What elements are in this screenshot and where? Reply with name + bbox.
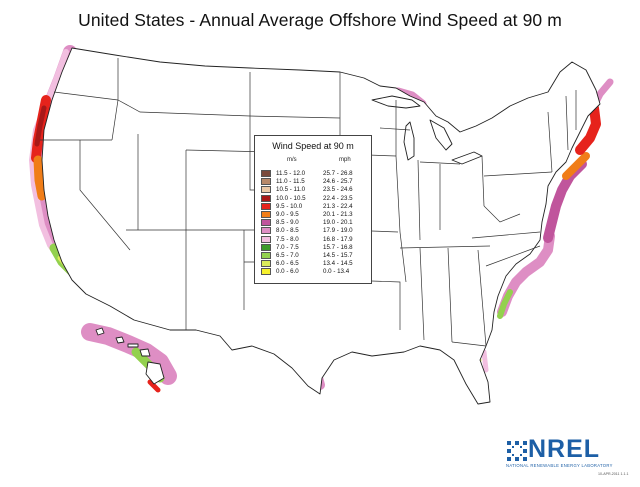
legend-unit-ms: m/s xyxy=(287,157,297,163)
legend-row: 8.5 - 9.0 19.0 - 20.1 xyxy=(261,219,369,227)
wind-speed-legend: Wind Speed at 90 m m/s mph 11.5 - 12.0 25… xyxy=(254,135,372,284)
legend-row: 9.5 - 10.0 21.3 - 22.4 xyxy=(261,202,369,211)
border-oh-pa xyxy=(481,155,485,207)
legend-row: 6.0 - 6.5 13.4 - 14.5 xyxy=(261,260,369,268)
nrel-logo: NREL NATIONAL RENEWABLE ENERGY LABORATOR… xyxy=(506,435,630,479)
legend-swatch xyxy=(261,268,271,276)
ncal-orange-band xyxy=(33,155,47,201)
legend-mph-range: 14.5 - 15.7 xyxy=(323,252,353,259)
legend-ms-range: 8.0 - 8.5 xyxy=(276,227,299,235)
legend-mph-range: 13.4 - 14.5 xyxy=(323,260,353,268)
legend-row: 11.5 - 12.0 25.7 - 26.8 xyxy=(261,170,369,178)
legend-row: 6.5 - 7.0 14.5 - 15.7 xyxy=(261,252,369,260)
border-va-nc xyxy=(471,231,541,239)
legend-swatch xyxy=(261,194,271,202)
legend-mph-range: 22.4 - 23.5 xyxy=(323,194,353,202)
oregon-darkred-band xyxy=(34,105,47,147)
border-wa-or xyxy=(53,91,119,101)
legend-swatch xyxy=(261,178,271,186)
legend-ms-range: 7.0 - 7.5 xyxy=(276,243,299,251)
legend-row: 10.5 - 11.0 23.5 - 24.6 xyxy=(261,186,369,194)
legend-ms-range: 6.0 - 6.5 xyxy=(276,260,299,268)
legend-mph-range: 15.7 - 16.8 xyxy=(323,243,353,251)
border-wi-il xyxy=(379,127,411,131)
legend-ms-range: 9.0 - 9.5 xyxy=(276,211,299,218)
lake-huron xyxy=(429,119,453,151)
legend-mph-range: 25.7 - 26.8 xyxy=(323,170,353,177)
border-mi-oh-in xyxy=(419,161,461,165)
border-tn-ms-al xyxy=(419,247,453,343)
legend-ms-range: 8.5 - 9.0 xyxy=(276,219,299,227)
legend-swatch xyxy=(261,243,271,251)
legend-mph-range: 24.6 - 25.7 xyxy=(323,178,353,186)
hawaii-red xyxy=(147,379,161,393)
border-ca-nv xyxy=(79,140,131,251)
legend-unit-mph: mph xyxy=(339,157,351,163)
legend-ms-range: 6.5 - 7.0 xyxy=(276,252,299,259)
legend-swatch xyxy=(261,170,271,177)
legend-title: Wind Speed at 90 m xyxy=(272,141,354,151)
legend-mph-range: 23.5 - 24.6 xyxy=(323,186,353,194)
legend-swatch xyxy=(261,211,271,218)
border-ky-tn xyxy=(399,245,491,249)
logo-subtitle: NATIONAL RENEWABLE ENERGY LABORATORY xyxy=(506,463,613,468)
legend-ms-range: 10.5 - 11.0 xyxy=(276,186,306,194)
legend-row: 7.0 - 7.5 15.7 - 16.8 xyxy=(261,243,369,252)
atlantic-ne-red xyxy=(575,103,601,155)
legend-swatch xyxy=(261,227,271,235)
border-wv-va xyxy=(483,205,521,223)
atlantic-ne-orange xyxy=(562,152,590,180)
legend-ms-range: 9.5 - 10.0 xyxy=(276,202,303,210)
hawaii-kauai xyxy=(95,327,105,336)
legend-row: 0.0 - 6.0 0.0 - 13.4 xyxy=(261,268,369,276)
legend-mph-range: 0.0 - 13.4 xyxy=(323,268,350,276)
logo-wordmark: NREL xyxy=(528,435,601,463)
legend-mph-range: 20.1 - 21.3 xyxy=(323,211,353,218)
legend-swatch xyxy=(261,219,271,227)
legend-swatch xyxy=(261,186,271,194)
legend-swatch xyxy=(261,252,271,259)
border-pa-ny xyxy=(483,171,553,177)
border-ny-vt-nh xyxy=(547,95,569,173)
map-title: United States - Annual Average Offshore … xyxy=(78,10,562,30)
legend-row: 11.0 - 11.5 24.6 - 25.7 xyxy=(261,178,369,186)
legend-row: 7.5 - 8.0 16.8 - 17.9 xyxy=(261,235,369,244)
legend-swatch xyxy=(261,260,271,268)
border-fl xyxy=(451,341,487,347)
border-ga xyxy=(477,249,487,347)
legend-row: 8.0 - 8.5 17.9 - 19.0 xyxy=(261,227,369,235)
hawaii-big-island xyxy=(145,361,165,385)
legend-ms-range: 11.5 - 12.0 xyxy=(276,170,306,177)
legend-row: 10.0 - 10.5 22.4 - 23.5 xyxy=(261,194,369,203)
legend-ms-range: 0.0 - 6.0 xyxy=(276,268,299,276)
hawaii-oahu xyxy=(115,336,125,344)
lake-michigan xyxy=(403,121,415,161)
atlantic-se-green xyxy=(497,289,513,319)
legend-ms-range: 7.5 - 8.0 xyxy=(276,235,299,243)
nrel-mark-icon xyxy=(507,441,527,461)
legend-mph-range: 21.3 - 22.4 xyxy=(323,202,353,210)
legend-mph-range: 17.9 - 19.0 xyxy=(323,227,353,235)
legend-swatch xyxy=(261,235,271,243)
legend-swatch xyxy=(261,202,271,210)
legend-mph-range: 19.0 - 20.1 xyxy=(323,219,353,227)
border-mississippi xyxy=(395,100,407,283)
pacific-coast-band-outer xyxy=(29,49,69,265)
border-il-in xyxy=(417,159,421,241)
hawaii-molokai xyxy=(127,343,139,348)
border-mt-wy xyxy=(117,99,251,117)
hawaii-maui xyxy=(139,348,151,357)
legend-mph-range: 16.8 - 17.9 xyxy=(323,235,353,243)
legend-row: 9.0 - 9.5 20.1 - 21.3 xyxy=(261,211,369,219)
legend-ms-range: 10.0 - 10.5 xyxy=(276,194,306,202)
border-sd-ne xyxy=(249,115,341,119)
logo-code: 10-APR-2011 1.1.1 xyxy=(598,472,629,476)
border-nc-sc xyxy=(485,245,541,267)
legend-ms-range: 11.0 - 11.5 xyxy=(276,178,305,186)
